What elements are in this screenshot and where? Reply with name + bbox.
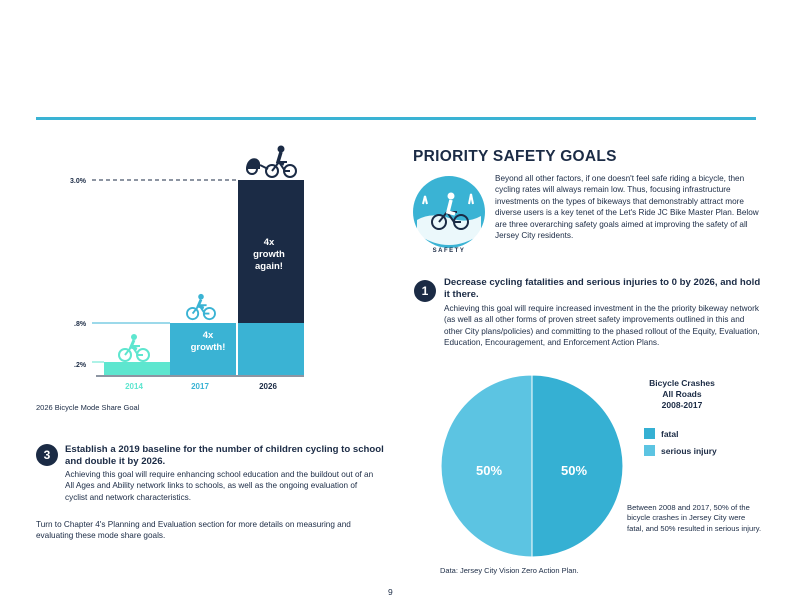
bar-2017 (170, 323, 236, 375)
x-label-2026: 2026 (259, 382, 277, 391)
goal-number-3: 3 (36, 444, 58, 466)
legend-item-serious: serious injury (644, 445, 754, 456)
legend-label-serious: serious injury (661, 445, 717, 456)
legend-label-fatal: fatal (661, 428, 679, 439)
legend-item-fatal: fatal (644, 428, 754, 439)
tick-label-0-8: .8% (74, 321, 87, 328)
section-title: PRIORITY SAFETY GOALS (413, 148, 617, 165)
mode-share-footnote: Turn to Chapter 4's Planning and Evaluat… (36, 520, 351, 541)
pie-legend: fatal serious injury (644, 428, 754, 456)
page-number: 9 (388, 587, 393, 597)
goal-1-heading: Decrease cycling fatalities and serious … (444, 277, 761, 300)
bar-annotation-2017: 4x growth! (170, 330, 246, 354)
pie-label-serious: 50% (476, 463, 503, 478)
bar-2026-lower-segment (238, 323, 304, 375)
cyclist-icon-2017 (186, 293, 216, 321)
pie-slice-serious-injury (440, 374, 533, 558)
goal-1-body: Achieving this goal will require increas… (444, 304, 760, 348)
bar-annotation-2017-text: 4x growth! (190, 330, 226, 353)
x-label-2017: 2017 (191, 382, 209, 391)
pie-note: Between 2008 and 2017, 50% of the bicycl… (627, 503, 762, 533)
bar-annotation-2026: 4x growth again! (238, 237, 300, 273)
legend-swatch-fatal (644, 428, 655, 439)
bar-2014 (104, 362, 170, 375)
legend-swatch-serious (644, 445, 655, 456)
goal-3-body: Achieving this goal will require enhanci… (65, 470, 374, 502)
pie-chart-svg (440, 374, 624, 558)
pie-label-fatal: 50% (561, 463, 588, 478)
bar-chart-svg (92, 179, 304, 377)
mode-share-chart: 3.0% .8% .2% 4x growth! 4x growth again!… (60, 145, 310, 400)
crash-pie-chart: 50% 50% (440, 374, 624, 558)
pie-slice-fatal (531, 374, 624, 558)
pie-title: Bicycle Crashes All Roads 2008-2017 (649, 378, 715, 410)
header-rule (36, 117, 756, 120)
cyclist-trailer-icon-2026 (246, 145, 297, 178)
goal-number-1: 1 (414, 280, 436, 302)
tick-label-3-0: 3.0% (70, 178, 86, 185)
safety-badge-icon (413, 176, 485, 248)
safety-badge-label: SAFETY (432, 248, 466, 254)
tick-label-0-2: .2% (74, 362, 87, 369)
data-source: Data: Jersey City Vision Zero Action Pla… (440, 566, 579, 575)
safety-badge: SAFETY (411, 174, 487, 260)
bar-annotation-2026-text: 4x growth again! (253, 237, 285, 272)
safety-intro: Beyond all other factors, if one doesn't… (495, 174, 759, 241)
cyclist-icon-2014 (118, 334, 150, 362)
goal-3-heading: Establish a 2019 baseline for the number… (65, 444, 384, 467)
chart-caption: 2026 Bicycle Mode Share Goal (36, 403, 140, 412)
x-label-2014: 2014 (125, 382, 143, 391)
